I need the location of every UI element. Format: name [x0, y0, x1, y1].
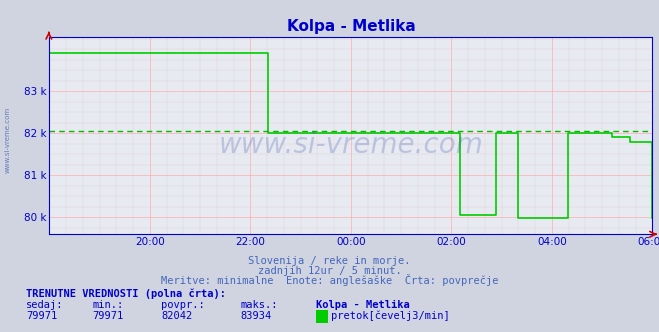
Text: min.:: min.:: [92, 300, 123, 310]
Text: 82042: 82042: [161, 311, 192, 321]
Text: pretok[čevelj3/min]: pretok[čevelj3/min]: [331, 311, 450, 321]
Text: 79971: 79971: [26, 311, 57, 321]
Text: Meritve: minimalne  Enote: anglešaške  Črta: povprečje: Meritve: minimalne Enote: anglešaške Črt…: [161, 274, 498, 286]
Text: zadnjih 12ur / 5 minut.: zadnjih 12ur / 5 minut.: [258, 266, 401, 276]
Text: 83934: 83934: [241, 311, 272, 321]
Text: www.si-vreme.com: www.si-vreme.com: [5, 106, 11, 173]
Text: TRENUTNE VREDNOSTI (polna črta):: TRENUTNE VREDNOSTI (polna črta):: [26, 289, 226, 299]
Text: 79971: 79971: [92, 311, 123, 321]
Title: Kolpa - Metlika: Kolpa - Metlika: [287, 19, 415, 34]
Text: sedaj:: sedaj:: [26, 300, 64, 310]
Text: maks.:: maks.:: [241, 300, 278, 310]
Text: Kolpa - Metlika: Kolpa - Metlika: [316, 300, 410, 310]
Text: povpr.:: povpr.:: [161, 300, 205, 310]
Text: Slovenija / reke in morje.: Slovenija / reke in morje.: [248, 256, 411, 266]
Text: www.si-vreme.com: www.si-vreme.com: [219, 131, 483, 159]
